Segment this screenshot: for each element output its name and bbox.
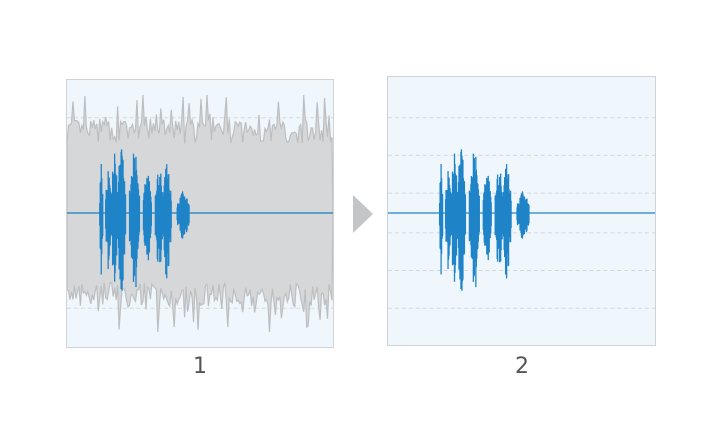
panel-after — [387, 76, 656, 346]
panel-label-1: 1 — [193, 354, 207, 379]
clean-waveform — [388, 117, 655, 309]
panel-label-2: 2 — [515, 354, 529, 379]
panel-before — [66, 79, 334, 348]
arrow-right-icon — [353, 195, 373, 233]
speech-signal — [438, 149, 530, 291]
noisy-waveform — [67, 94, 333, 333]
